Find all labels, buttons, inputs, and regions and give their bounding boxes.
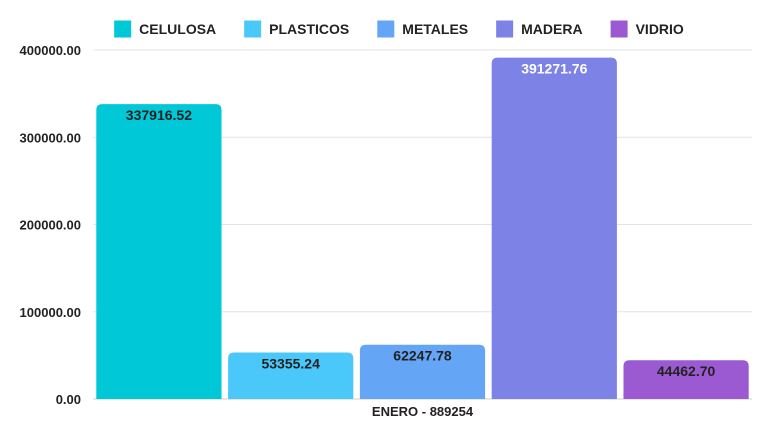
legend-swatch: [114, 20, 132, 38]
data-label-vidrio: 44462.70: [657, 363, 716, 379]
data-label-metales: 62247.78: [393, 348, 452, 364]
legend-item-plasticos: PLASTICOS: [244, 20, 349, 38]
y-axis-ticks: 0.00 100000.00 200000.00 300000.00 400000.00: [20, 43, 81, 407]
legend-label: MADERA: [521, 21, 582, 37]
legend-item-vidrio: VIDRIO: [610, 20, 684, 38]
legend-swatch: [496, 20, 514, 38]
legend-item-madera: MADERA: [496, 20, 583, 38]
legend-label: CELULOSA: [139, 21, 216, 37]
x-category-label: ENERO - 889254: [372, 404, 474, 419]
bar-vidrio: [623, 360, 749, 399]
y-tick-label: 100000.00: [20, 305, 81, 320]
legend-swatch: [610, 20, 628, 38]
legend: CELULOSA PLASTICOS METALES MADERA VIDRIO: [114, 20, 684, 38]
data-label-plasticos: 53355.24: [261, 355, 320, 371]
legend-item-celulosa: CELULOSA: [114, 20, 216, 38]
legend-swatch: [244, 20, 262, 38]
bars: [96, 57, 749, 400]
bar-plasticos: [228, 352, 354, 399]
legend-label: METALES: [402, 21, 468, 37]
bar-madera: [491, 57, 617, 400]
legend-item-metales: METALES: [377, 20, 468, 38]
y-tick-label: 300000.00: [20, 130, 81, 145]
bar-metales: [359, 344, 486, 399]
data-label-celulosa: 337916.52: [126, 107, 192, 123]
y-tick-label: 400000.00: [20, 43, 81, 58]
legend-label: PLASTICOS: [269, 21, 349, 37]
y-tick-label: 200000.00: [20, 218, 81, 233]
legend-label: VIDRIO: [636, 21, 684, 37]
legend-swatch: [377, 20, 395, 38]
data-labels: 337916.52 53355.24 62247.78 391271.76 44462.…: [126, 61, 716, 380]
bar-celulosa: [96, 104, 222, 399]
y-tick-label: 0.00: [56, 392, 81, 407]
data-label-madera: 391271.76: [521, 61, 587, 77]
